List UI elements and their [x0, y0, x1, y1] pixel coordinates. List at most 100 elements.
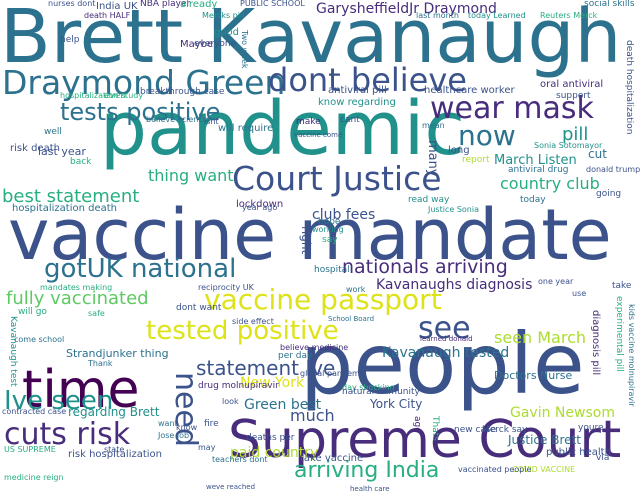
word: well	[44, 127, 62, 137]
word: even	[104, 91, 127, 101]
word: use	[572, 289, 587, 298]
word: global pandemic	[300, 369, 367, 378]
word: Brett Kavanaugh	[0, 0, 622, 80]
word: know	[176, 423, 198, 432]
word: pill	[562, 124, 589, 145]
word: last year	[38, 145, 86, 158]
word: hospital	[314, 265, 350, 275]
word: Thank	[88, 359, 113, 368]
word: drug molnupiravir	[198, 381, 279, 391]
word: club fees	[312, 207, 376, 223]
word: good	[214, 27, 239, 38]
word: tests positive	[60, 98, 221, 126]
word: death HALF	[84, 11, 131, 20]
word: wear mask	[430, 91, 594, 126]
word: Sonia Sotomayor	[534, 141, 603, 150]
word: look	[222, 397, 239, 406]
word: natural immunity	[342, 387, 420, 397]
word: back	[70, 157, 92, 167]
word: work	[346, 285, 366, 294]
word: via	[596, 453, 610, 463]
word: kids vaccine molnupiravir	[627, 304, 636, 407]
word: donald trump	[586, 165, 640, 174]
word: isnt	[204, 117, 219, 126]
word: already	[180, 0, 218, 10]
word: Court Justice	[232, 159, 442, 198]
word: Jose job	[158, 431, 190, 440]
word: Reuters Merck	[540, 11, 598, 20]
word: US SUPREME	[4, 445, 56, 454]
word: Kavanaughs diagnosis	[376, 277, 533, 293]
word: hospitalization death	[12, 203, 117, 214]
word: mandates making	[40, 283, 113, 292]
word: GarysheffieldJr Draymond	[316, 1, 497, 17]
word: everyone	[194, 39, 237, 49]
word: time	[22, 360, 140, 420]
word: youre	[578, 423, 604, 433]
word: much	[290, 406, 335, 425]
word: mean	[422, 121, 445, 130]
word: learned donald	[420, 335, 473, 343]
word: lockdown	[236, 199, 284, 210]
word: arriving India	[294, 458, 440, 483]
word: contracted case	[2, 407, 67, 416]
word: Justice Sonia	[428, 205, 479, 214]
word: NBA player	[140, 0, 191, 9]
word: come school	[14, 335, 65, 344]
word: may	[198, 443, 216, 452]
word: help	[60, 35, 80, 45]
word: take vaccine	[300, 453, 364, 464]
word: will go	[18, 307, 47, 317]
word: many	[425, 140, 440, 177]
word: antiviral pill	[328, 85, 387, 96]
word: Draymond Green	[2, 63, 286, 102]
word: take	[612, 281, 632, 291]
word: dont want	[176, 303, 222, 313]
word: risk hospitalization	[68, 449, 162, 460]
word: statement Ive	[196, 356, 336, 380]
word: nationals arriving	[342, 256, 508, 278]
word: read way	[408, 195, 450, 205]
word: know regarding	[318, 97, 396, 108]
word: fully vaccinated	[6, 288, 149, 309]
word: death hospitalization	[624, 40, 634, 135]
word: best statement	[2, 186, 140, 207]
word: believe medicine	[280, 343, 349, 352]
word: reciprocity UK	[198, 283, 254, 292]
word: Merck say	[482, 425, 528, 435]
word: experimental pill	[614, 296, 624, 372]
word: new case	[454, 425, 497, 435]
word: safe	[88, 309, 105, 318]
word: New York	[240, 375, 305, 391]
word: public health	[546, 447, 611, 458]
word: per day	[278, 351, 313, 361]
word: Maybe	[180, 39, 214, 50]
word: support	[556, 91, 591, 101]
word: vaccine mandate	[8, 194, 612, 276]
word: weve reached	[206, 483, 256, 491]
word: diagnosis pill	[590, 310, 601, 376]
word: fire	[204, 419, 219, 429]
word: will require	[218, 123, 274, 134]
word: antiviral drug	[508, 165, 569, 175]
word: Mercks pill	[202, 11, 245, 20]
word: dont believe	[268, 61, 467, 99]
word: going	[596, 189, 622, 199]
word: country club	[500, 174, 600, 193]
word: day shocking	[342, 383, 395, 392]
word: report	[462, 155, 490, 165]
word: Justice Brett	[508, 433, 581, 447]
word: School Board	[328, 315, 375, 323]
word: people	[300, 315, 585, 413]
word: India UK	[96, 1, 138, 12]
word: March Listen	[494, 153, 577, 168]
word: cuts risk	[4, 417, 131, 452]
word: social skills	[584, 0, 635, 9]
word: long	[448, 145, 470, 156]
word: Kavanaugh test	[8, 316, 18, 387]
word: last month	[416, 11, 459, 20]
word: PUBLIC SCHOOL	[240, 0, 305, 8]
word: hope	[318, 217, 341, 227]
word: pandemic	[100, 86, 466, 172]
